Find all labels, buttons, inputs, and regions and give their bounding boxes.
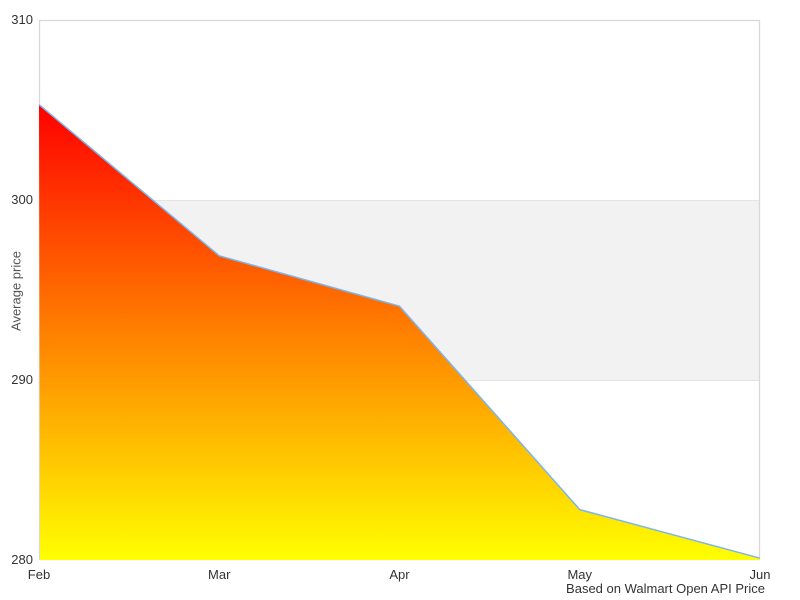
x-axis-tick-label-feb: Feb bbox=[27, 567, 51, 582]
chart-caption: Based on Walmart Open API Price bbox=[566, 581, 765, 596]
y-axis-tick-label-280: 280 bbox=[11, 552, 33, 567]
x-axis-tick-label-may: May bbox=[567, 567, 593, 582]
x-axis-tick-label-mar: Mar bbox=[208, 567, 231, 582]
x-axis-tick-label-apr: Apr bbox=[389, 567, 410, 582]
price-area-series bbox=[39, 104, 760, 560]
y-axis-tick-label-290: 290 bbox=[11, 372, 33, 387]
y-axis-tick-label-310: 310 bbox=[11, 12, 33, 27]
price-line-series bbox=[38, 104, 761, 559]
x-axis-tick-label-jun: Jun bbox=[749, 567, 771, 582]
y-axis-title: Average price bbox=[8, 251, 24, 331]
y-axis-tick-label-300: 300 bbox=[11, 192, 33, 207]
